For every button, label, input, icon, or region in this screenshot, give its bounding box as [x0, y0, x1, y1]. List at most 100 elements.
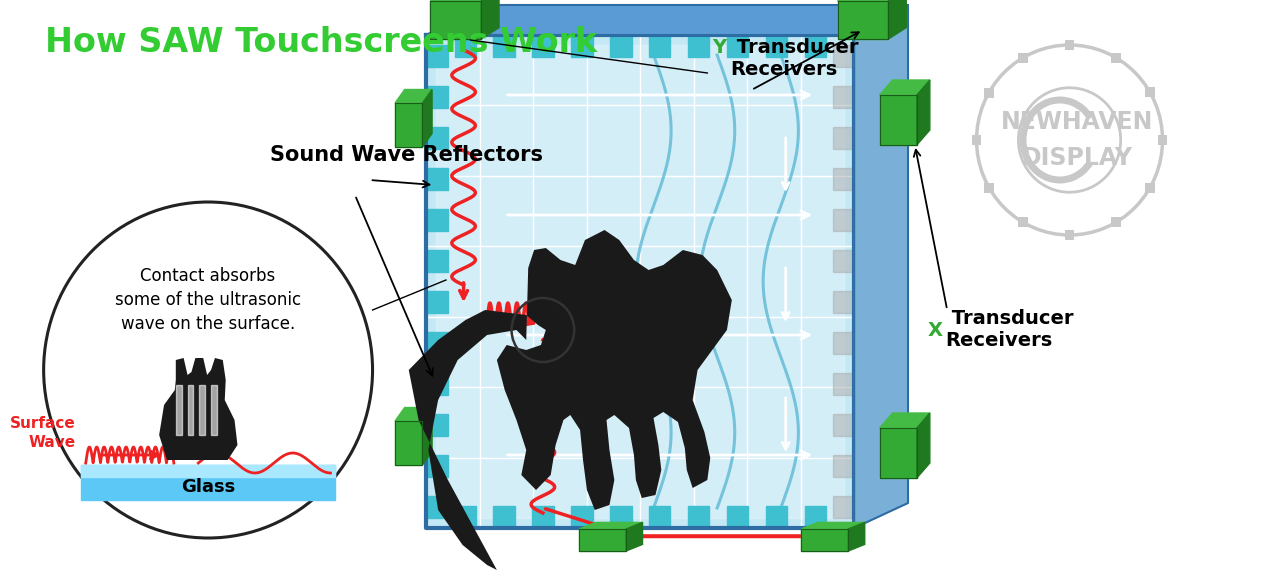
Polygon shape [611, 35, 631, 57]
Polygon shape [159, 358, 238, 460]
Polygon shape [649, 506, 671, 528]
Bar [984, 87, 993, 98]
Text: X: X [928, 320, 942, 339]
Polygon shape [422, 90, 433, 147]
Polygon shape [765, 506, 787, 528]
Text: How SAW Touchscreens Work: How SAW Touchscreens Work [45, 25, 596, 59]
Polygon shape [687, 35, 709, 57]
Polygon shape [837, 0, 906, 1]
Polygon shape [426, 250, 448, 272]
Polygon shape [493, 35, 515, 57]
Polygon shape [396, 90, 433, 103]
Polygon shape [916, 413, 929, 478]
Polygon shape [454, 35, 476, 57]
Text: Contact absorbs
some of the ultrasonic
wave on the surface.: Contact absorbs some of the ultrasonic w… [115, 267, 301, 332]
Bar [1111, 53, 1121, 63]
Polygon shape [532, 35, 554, 57]
Polygon shape [426, 415, 448, 436]
Text: Sound Wave Reflectors: Sound Wave Reflectors [270, 145, 543, 165]
Polygon shape [879, 80, 929, 95]
Polygon shape [200, 385, 205, 435]
Text: NEWHAVEN: NEWHAVEN [1001, 110, 1153, 134]
Polygon shape [832, 455, 854, 477]
Polygon shape [854, 5, 908, 528]
Polygon shape [801, 523, 865, 529]
Polygon shape [832, 496, 854, 519]
Bar [1018, 53, 1028, 63]
Polygon shape [426, 332, 448, 354]
Polygon shape [422, 408, 433, 465]
Polygon shape [81, 465, 335, 500]
Polygon shape [430, 0, 499, 1]
Polygon shape [532, 506, 554, 528]
Polygon shape [430, 1, 481, 39]
Bar [972, 135, 982, 145]
Text: Glass: Glass [180, 478, 236, 496]
Polygon shape [579, 523, 643, 529]
Text: Transducer
Receivers: Transducer Receivers [945, 309, 1074, 351]
Polygon shape [832, 44, 854, 67]
Bar [1065, 40, 1074, 50]
Polygon shape [454, 506, 476, 528]
Polygon shape [727, 506, 749, 528]
Polygon shape [888, 0, 906, 39]
Polygon shape [436, 45, 845, 518]
Polygon shape [805, 35, 826, 57]
Polygon shape [727, 35, 749, 57]
Polygon shape [426, 496, 448, 519]
Polygon shape [765, 35, 787, 57]
Bar [1111, 217, 1121, 227]
Polygon shape [832, 86, 854, 108]
Polygon shape [408, 230, 732, 570]
Polygon shape [832, 373, 854, 395]
Polygon shape [832, 332, 854, 354]
Polygon shape [832, 168, 854, 190]
Text: Y: Y [712, 38, 726, 57]
Polygon shape [879, 95, 916, 145]
Polygon shape [396, 408, 433, 421]
Polygon shape [849, 523, 865, 551]
Bar [1018, 217, 1028, 227]
Text: DISPLAY: DISPLAY [1021, 146, 1133, 170]
Bar [984, 182, 993, 193]
Polygon shape [579, 529, 626, 551]
Polygon shape [426, 44, 448, 67]
Polygon shape [626, 523, 643, 551]
Polygon shape [832, 291, 854, 313]
Polygon shape [481, 0, 499, 39]
Text: Transducer
Receivers: Transducer Receivers [730, 38, 859, 79]
Polygon shape [396, 103, 422, 147]
Circle shape [44, 202, 372, 538]
Polygon shape [571, 506, 593, 528]
Polygon shape [426, 168, 448, 190]
Polygon shape [832, 126, 854, 149]
Polygon shape [426, 5, 908, 35]
Bar [1146, 182, 1155, 193]
Polygon shape [426, 35, 854, 528]
Polygon shape [493, 506, 515, 528]
Polygon shape [426, 373, 448, 395]
Polygon shape [832, 250, 854, 272]
Polygon shape [687, 506, 709, 528]
Polygon shape [175, 385, 182, 435]
Bar [1065, 230, 1074, 240]
Polygon shape [832, 209, 854, 231]
Polygon shape [879, 428, 916, 478]
Polygon shape [801, 529, 849, 551]
Bar [1146, 87, 1155, 98]
Polygon shape [611, 506, 631, 528]
Polygon shape [832, 415, 854, 436]
Polygon shape [649, 35, 671, 57]
Polygon shape [81, 465, 335, 477]
Polygon shape [426, 209, 448, 231]
Polygon shape [426, 291, 448, 313]
Polygon shape [837, 1, 888, 39]
Polygon shape [426, 455, 448, 477]
Polygon shape [426, 86, 448, 108]
Polygon shape [188, 385, 193, 435]
Polygon shape [916, 80, 929, 145]
Bar [1157, 135, 1167, 145]
Polygon shape [805, 506, 826, 528]
Polygon shape [879, 413, 929, 428]
Polygon shape [396, 421, 422, 465]
